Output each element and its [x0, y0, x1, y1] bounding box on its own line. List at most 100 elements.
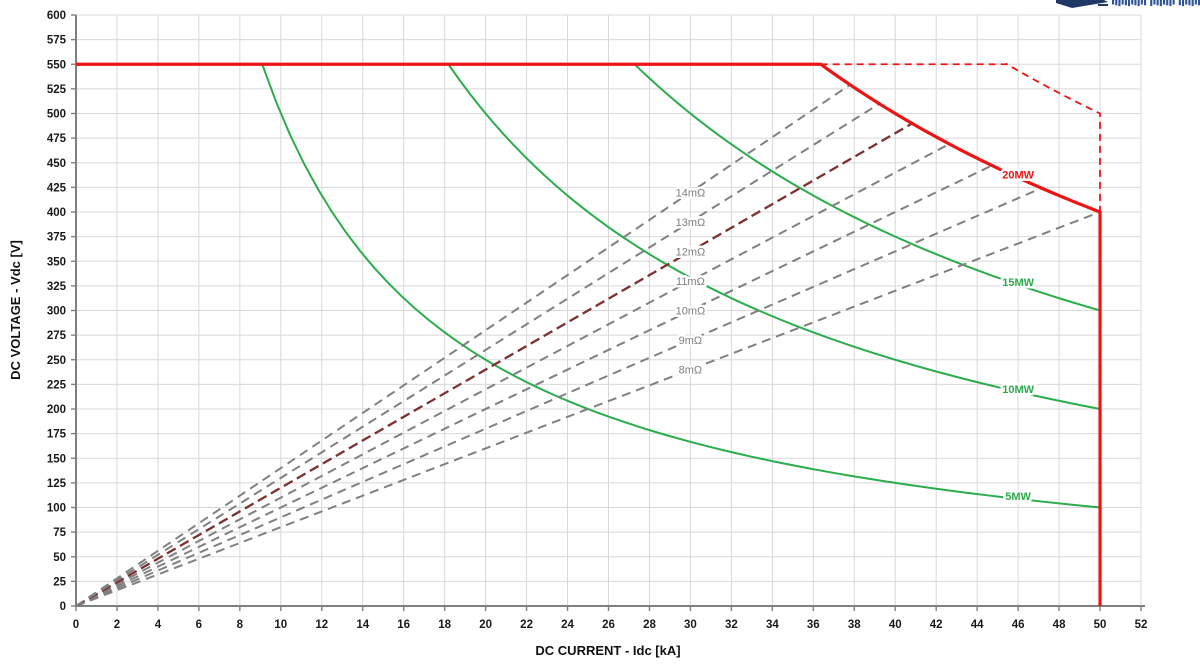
y-tick-label: 250 [47, 355, 66, 367]
y-tick-label: 275 [47, 330, 67, 342]
logo-text-fragment [1159, 0, 1162, 7]
logo-text-fragment [1156, 0, 1159, 6]
resistance-label-12mohm: 12mΩ [676, 246, 706, 258]
power-curve-10mw [447, 63, 1101, 410]
logo-text-fragment [1166, 0, 1169, 6]
y-tick-label: 25 [53, 576, 66, 588]
y-tick-label: 450 [47, 158, 66, 170]
x-tick-label: 10 [274, 619, 287, 631]
y-tick-label: 200 [47, 404, 66, 416]
resistance-line-10mohm [75, 164, 993, 607]
x-tick-label: 52 [1135, 619, 1148, 631]
x-tick-label: 28 [643, 619, 656, 631]
x-tick-label: 20 [479, 619, 492, 631]
resistance-line-11mohm [75, 143, 950, 607]
gridlines [76, 14, 1142, 606]
logo-text-fragment [1121, 0, 1124, 5]
logo-text-fragment [1118, 0, 1121, 7]
power-label-20mw: 20MW [1002, 170, 1034, 182]
x-tick-label: 50 [1094, 619, 1107, 631]
x-tick-label: 14 [356, 619, 369, 631]
y-tick-label: 100 [47, 503, 66, 515]
resistance-line-13mohm [75, 102, 880, 607]
x-tick-label: 2 [114, 619, 120, 631]
resistance-label-8mohm: 8mΩ [679, 365, 703, 377]
logo-text-fragment [1131, 0, 1134, 5]
resistance-label-14mohm: 14mΩ [676, 187, 706, 199]
x-tick-label: 36 [807, 619, 820, 631]
x-tick-label: 0 [73, 619, 79, 631]
power-curve-15mw [633, 63, 1101, 312]
resistance-line-14mohm [75, 83, 851, 607]
logo-text-fragment [1153, 0, 1156, 5]
x-tick-label: 8 [237, 619, 244, 631]
power-label-10mw: 10MW [1002, 384, 1034, 396]
logo-text-fragment [1115, 0, 1118, 6]
y-tick-label: 425 [47, 182, 67, 194]
x-tick-label: 26 [602, 619, 615, 631]
y-tick-label: 0 [60, 601, 66, 613]
logo-text-fragment [1178, 0, 1181, 6]
resistance-lines [75, 83, 1101, 607]
logo-text-fragment [1191, 0, 1194, 7]
x-tick-label: 34 [766, 619, 779, 631]
resistance-line-8mohm [75, 211, 1101, 607]
y-tick-label: 175 [47, 429, 67, 441]
y-tick-label: 475 [47, 133, 67, 145]
axes [71, 14, 1145, 611]
logo-text-fragment [1112, 0, 1115, 5]
resistance-line-12mohm [75, 122, 913, 607]
logo-text-fragment [1194, 0, 1197, 5]
logo-text-fragment [1137, 0, 1140, 7]
logo-text-fragment [1124, 0, 1127, 6]
x-tick-label: 48 [1053, 619, 1066, 631]
y-tick-label: 150 [47, 453, 66, 465]
logo-text-fragment [1163, 0, 1166, 5]
y-tick-label: 75 [53, 527, 66, 539]
power-label-5mw: 5MW [1005, 491, 1031, 503]
x-tick-label: 18 [438, 619, 451, 631]
x-tick-label: 32 [725, 619, 738, 631]
curve-labels: 14mΩ 13mΩ 12mΩ 11mΩ 10mΩ 9mΩ 8mΩ 5MW 10MW 15MW 20M… [673, 167, 1037, 505]
y-tick-label: 500 [47, 109, 66, 121]
x-axis-title: DC CURRENT - Idc [kA] [535, 643, 680, 658]
logo-text-fragment [1128, 0, 1131, 7]
y-tick-label: 400 [47, 207, 66, 219]
resistance-label-11mohm: 11mΩ [676, 276, 705, 288]
logo-text-fragment [1134, 0, 1137, 6]
resistance-line-9mohm [75, 187, 1042, 607]
envelope-curves [76, 62, 1102, 606]
y-tick-label: 575 [47, 35, 67, 47]
logo-swoosh-icon [1056, 0, 1108, 8]
logo-text-fragment [1198, 0, 1200, 6]
y-tick-label: 225 [47, 379, 67, 391]
logo-text-fragment [1185, 0, 1188, 5]
y-tick-label: 125 [47, 478, 67, 490]
y-tick-label: 525 [47, 84, 67, 96]
x-tick-label: 24 [561, 619, 574, 631]
logo-underline [1098, 4, 1108, 6]
logo-text-fragment [1188, 0, 1191, 6]
y-tick-label: 50 [53, 552, 66, 564]
y-axis-title: DC VOLTAGE - Vdc [V] [8, 240, 23, 380]
company-logo-partial [1056, 0, 1200, 8]
x-tick-label: 30 [684, 619, 697, 631]
y-tick-label: 350 [47, 256, 66, 268]
logo-text-fragment [1144, 0, 1147, 6]
y-tick-labels: 0 25 50 75 100 125 150 175 200 225 250 275 300 325 350… [47, 10, 67, 613]
y-tick-label: 325 [47, 281, 67, 293]
y-tick-label: 550 [47, 59, 66, 71]
x-tick-label: 44 [971, 619, 984, 631]
x-tick-label: 38 [848, 619, 861, 631]
logo-text-fragment [1172, 0, 1175, 5]
operating-envelope-solid [76, 62, 1102, 606]
x-tick-label: 12 [315, 619, 328, 631]
x-tick-label: 22 [520, 619, 533, 631]
resistance-label-9mohm: 9mΩ [679, 335, 703, 347]
power-label-15mw: 15MW [1002, 277, 1034, 289]
x-tick-label: 42 [930, 619, 943, 631]
x-tick-label: 16 [397, 619, 410, 631]
logo-text-fragment [1150, 0, 1153, 7]
logo-text-fragment [1169, 0, 1172, 7]
